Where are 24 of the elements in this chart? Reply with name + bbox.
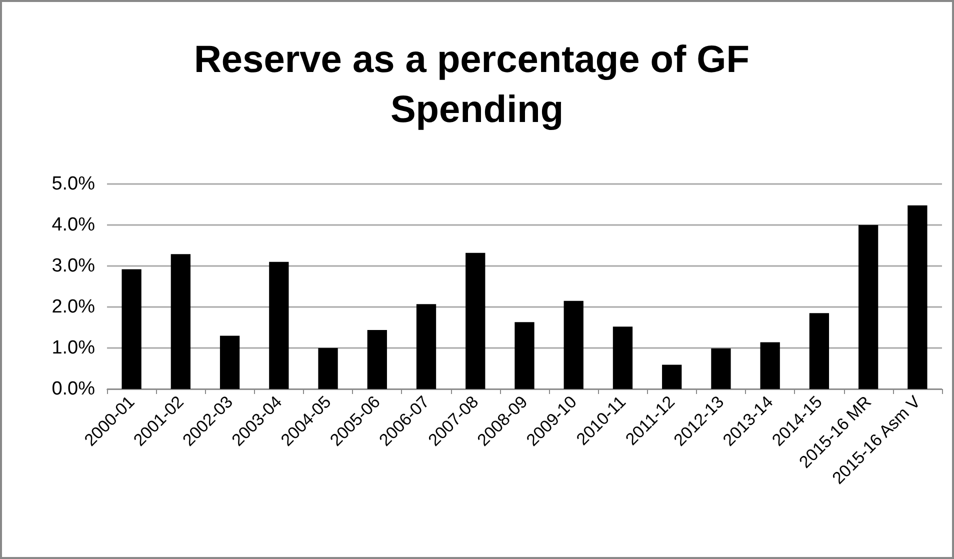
bar — [564, 300, 584, 389]
bar — [858, 225, 878, 389]
y-tick-label: 0.0% — [52, 378, 96, 400]
bar — [809, 313, 830, 389]
bar — [760, 342, 780, 389]
bar — [318, 348, 338, 389]
bar — [220, 336, 240, 389]
bar — [416, 304, 436, 389]
bar — [269, 262, 289, 389]
y-tick-label: 3.0% — [52, 256, 96, 276]
y-tick-label: 4.0% — [52, 214, 96, 236]
bar — [170, 254, 190, 389]
chart-title: Reserve as a percentage of GF Spending — [194, 39, 760, 131]
bar — [662, 364, 682, 389]
y-tick-label: 5.0% — [52, 174, 96, 194]
bar — [612, 326, 633, 389]
y-tick-label: 2.0% — [52, 296, 96, 318]
bar — [908, 205, 928, 389]
bar — [514, 322, 534, 389]
bar — [367, 330, 387, 389]
bar — [711, 348, 731, 389]
bar — [466, 252, 486, 389]
bar — [122, 269, 142, 389]
y-tick-label: 1.0% — [52, 338, 96, 358]
